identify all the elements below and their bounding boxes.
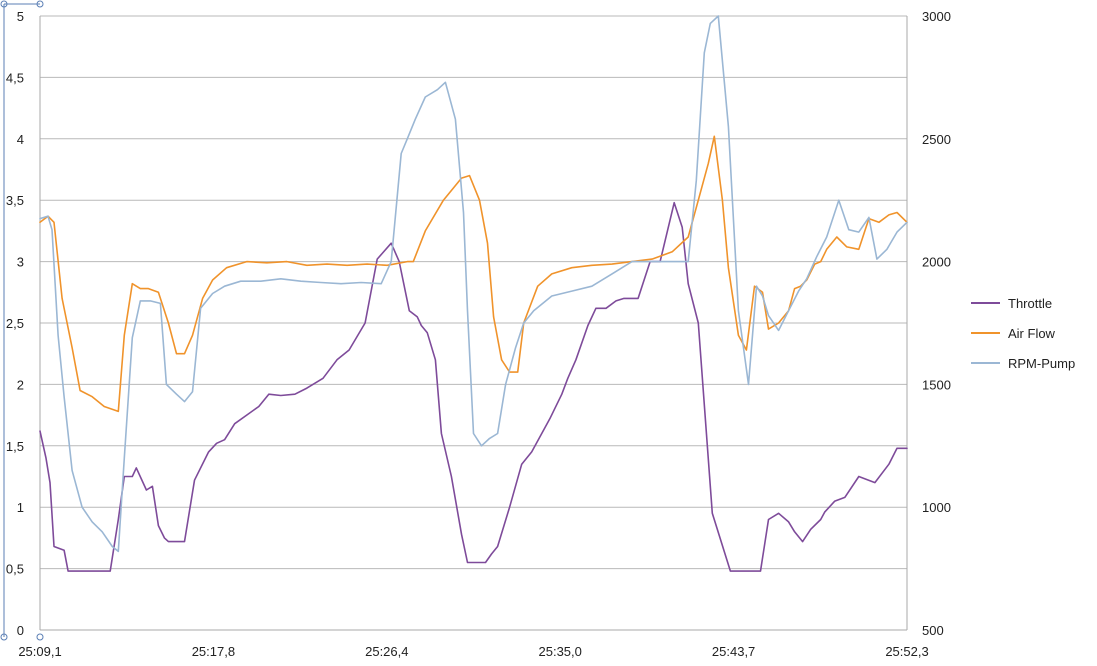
legend: Throttle Air Flow RPM-Pump <box>971 296 1075 371</box>
y-left-tick-label: 3 <box>17 255 24 270</box>
y-left-tick-label: 1 <box>17 500 24 515</box>
gridlines <box>40 15 907 570</box>
y-axis-right-labels: 500 1000 1500 2000 2500 3000 <box>922 9 951 638</box>
y-left-tick-label: 4,5 <box>6 70 24 85</box>
selection-handle-bottom[interactable] <box>36 633 44 641</box>
y-left-tick-label: 0 <box>17 623 24 638</box>
x-tick-label: 25:17,8 <box>192 644 235 659</box>
legend-label: Throttle <box>1008 296 1052 311</box>
y-right-tick-label: 3000 <box>922 9 951 24</box>
y-left-tick-label: 1,5 <box>6 439 24 454</box>
x-tick-label: 25:52,3 <box>885 644 928 659</box>
y-left-tick-label: 4 <box>17 132 24 147</box>
x-axis-labels: 25:09,1 25:17,8 25:26,4 25:35,0 25:43,7 25:52… <box>18 644 928 659</box>
x-tick-label: 25:09,1 <box>18 644 61 659</box>
series-line-rpm-pump <box>39 15 908 553</box>
series-lines <box>39 15 908 572</box>
y-right-tick-label: 2000 <box>922 255 951 270</box>
y-right-tick-label: 1500 <box>922 377 951 392</box>
x-tick-label: 25:43,7 <box>712 644 755 659</box>
selection-handles[interactable] <box>0 0 44 641</box>
y-left-tick-label: 0,5 <box>6 562 24 577</box>
y-right-tick-label: 1000 <box>922 500 951 515</box>
y-axis-left-labels: 0 0,5 1 1,5 2 2,5 3 3,5 4 4,5 5 <box>6 9 24 638</box>
y-left-tick-label: 5 <box>17 9 24 24</box>
x-tick-label: 25:26,4 <box>365 644 408 659</box>
series-line-air-flow <box>39 135 908 413</box>
axes <box>39 16 908 631</box>
y-left-tick-label: 2 <box>17 377 24 392</box>
y-left-tick-label: 3,5 <box>6 193 24 208</box>
legend-label: Air Flow <box>1008 326 1056 341</box>
legend-label: RPM-Pump <box>1008 356 1075 371</box>
y-right-tick-label: 2500 <box>922 132 951 147</box>
x-tick-label: 25:35,0 <box>539 644 582 659</box>
series-line-throttle <box>39 201 908 572</box>
y-left-tick-label: 2,5 <box>6 316 24 331</box>
y-right-tick-label: 500 <box>922 623 944 638</box>
